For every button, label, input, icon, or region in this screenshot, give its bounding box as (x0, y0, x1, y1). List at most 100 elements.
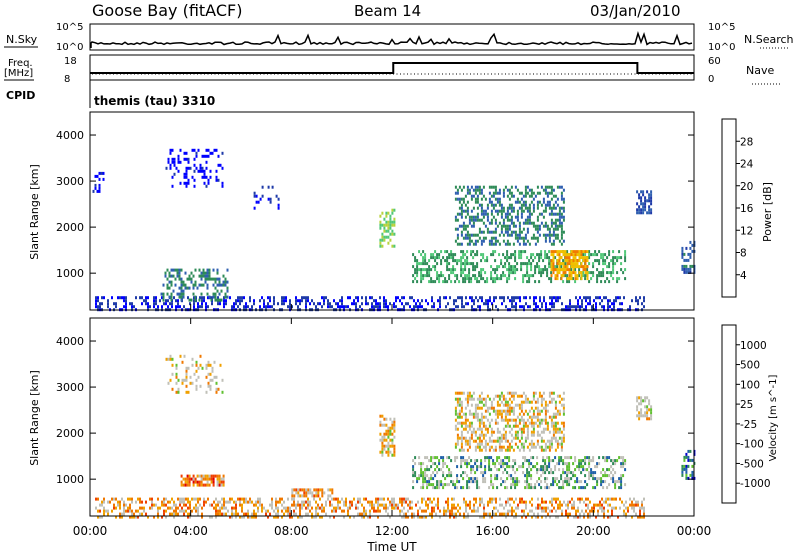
data-cell (474, 415, 477, 419)
data-cell (524, 221, 527, 225)
data-cell (566, 468, 569, 472)
data-cell (472, 439, 475, 443)
data-cell (255, 503, 257, 507)
data-cell (627, 506, 629, 510)
data-cell (235, 506, 237, 510)
data-cell (397, 503, 399, 507)
data-cell (586, 277, 589, 281)
data-cell (387, 497, 389, 501)
data-cell (510, 418, 513, 422)
data-cell (535, 305, 537, 309)
data-cell (537, 515, 539, 519)
data-cell (691, 243, 694, 247)
data-cell (506, 250, 509, 254)
data-cell (454, 456, 457, 460)
data-cell (554, 406, 557, 410)
data-cell (461, 296, 463, 300)
data-cell (102, 171, 105, 175)
data-cell (554, 477, 557, 481)
data-cell (375, 302, 377, 306)
data-cell (387, 241, 390, 245)
data-cell (636, 414, 639, 418)
data-cell (480, 218, 483, 222)
data-cell (490, 430, 493, 434)
data-cell (683, 467, 686, 471)
data-cell (182, 280, 185, 284)
data-cell (477, 299, 479, 303)
data-cell (536, 215, 539, 219)
data-cell (564, 268, 567, 272)
data-cell (622, 465, 625, 469)
data-cell (492, 215, 495, 219)
data-cell (187, 515, 189, 519)
data-cell (478, 280, 481, 284)
data-cell (484, 224, 487, 228)
data-cell (399, 500, 401, 504)
data-cell (216, 298, 219, 302)
data-cell (544, 406, 547, 410)
data-cell (259, 500, 261, 504)
data-cell (502, 271, 505, 275)
data-cell (643, 497, 645, 501)
data-cell (273, 515, 275, 519)
data-cell (309, 509, 311, 513)
data-cell (566, 277, 569, 281)
data-cell (546, 185, 549, 189)
data-cell (494, 448, 497, 452)
data-cell (561, 503, 563, 507)
data-cell (399, 497, 401, 501)
data-cell (474, 218, 477, 222)
data-cell (422, 483, 425, 487)
data-cell (618, 480, 621, 484)
data-cell (560, 265, 563, 269)
data-cell (552, 239, 555, 243)
data-cell (548, 200, 551, 204)
data-cell (534, 224, 537, 228)
data-cell (502, 462, 505, 466)
data-cell (513, 299, 515, 303)
data-cell (641, 515, 643, 519)
data-cell (538, 224, 541, 228)
data-cell (566, 480, 569, 484)
data-cell (614, 480, 617, 484)
data-cell (337, 302, 339, 306)
data-cell (393, 302, 395, 306)
data-cell (321, 509, 323, 513)
data-cell (556, 233, 559, 237)
data-cell (460, 271, 463, 275)
cpid-value: themis (tau) 3310 (94, 94, 215, 108)
data-cell (496, 403, 499, 407)
data-cell (543, 500, 545, 504)
data-cell (549, 302, 551, 306)
data-cell (233, 512, 235, 516)
data-cell (422, 480, 425, 484)
data-cell (554, 415, 557, 419)
data-cell (547, 512, 549, 516)
data-cell (123, 500, 125, 504)
data-cell (504, 224, 507, 228)
data-cell (359, 305, 361, 309)
data-cell (468, 391, 471, 395)
data-cell (530, 421, 533, 425)
data-cell (478, 418, 481, 422)
data-cell (464, 268, 467, 272)
data-cell (434, 462, 437, 466)
data-cell (543, 509, 545, 513)
data-cell (596, 253, 599, 257)
data-cell (220, 480, 223, 484)
data-cell (534, 391, 537, 395)
data-cell (550, 391, 553, 395)
data-cell (385, 450, 388, 454)
data-cell (528, 448, 531, 452)
data-cell (464, 397, 467, 401)
data-cell (563, 500, 565, 504)
data-cell (215, 148, 218, 152)
data-cell (373, 305, 375, 309)
data-cell (301, 488, 304, 492)
data-cell (217, 500, 219, 504)
data-cell (430, 456, 433, 460)
data-cell (456, 480, 459, 484)
data-cell (466, 277, 469, 281)
data-cell (167, 299, 169, 303)
data-cell (365, 509, 367, 513)
